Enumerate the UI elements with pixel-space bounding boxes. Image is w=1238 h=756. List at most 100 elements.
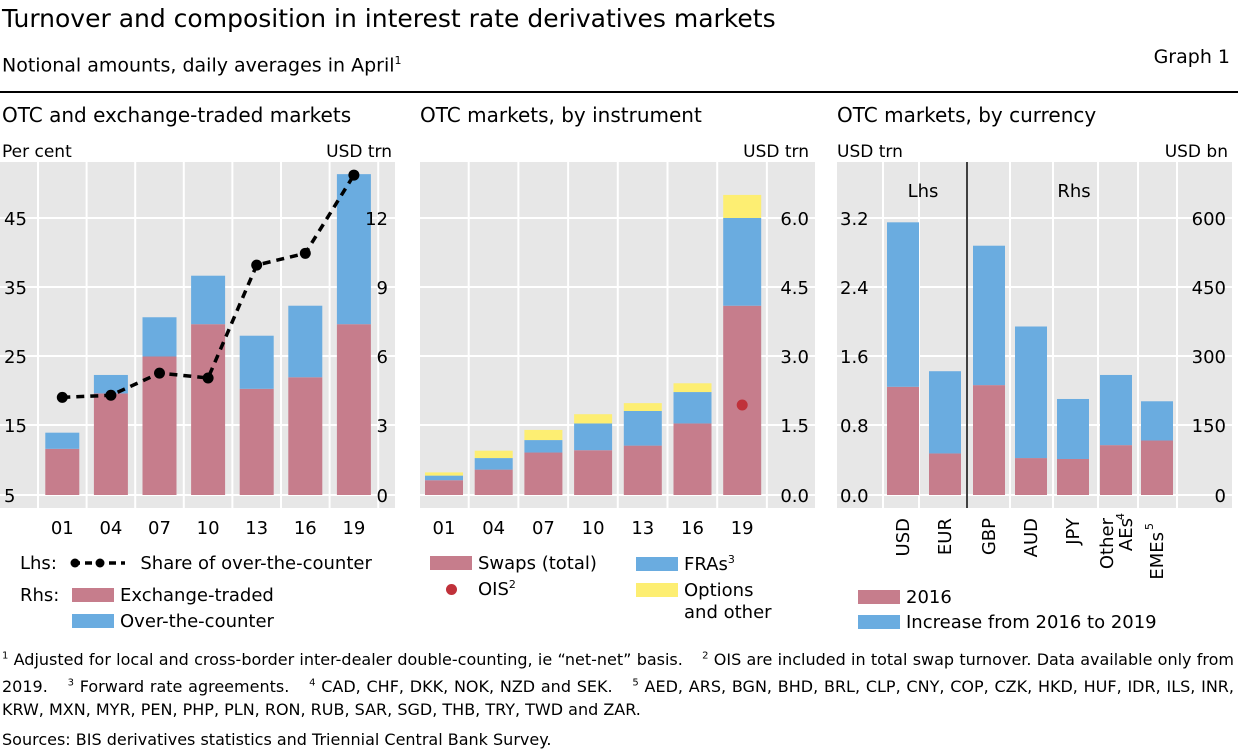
panel3-right-unit: USD bn (1165, 142, 1228, 162)
panel1-category-label: 04 (99, 518, 122, 539)
header-rule (0, 91, 1238, 93)
share-otc-point (105, 389, 117, 401)
panel2-category-label: 07 (532, 518, 555, 539)
panel1-left-unit: Per cent (2, 142, 72, 162)
panel1-left-tick: 35 (4, 278, 27, 299)
panel3-category-label: EMEs (1147, 532, 1168, 580)
bar-increase (1015, 326, 1047, 459)
panel1-category-label: 01 (51, 518, 74, 539)
exchange-traded-bar (336, 324, 371, 495)
panel3-category-label: EUR (935, 518, 956, 555)
panel3-left-unit: USD trn (837, 142, 903, 162)
panel1-title: OTC and exchange-traded markets (2, 103, 352, 127)
bar-2016 (1100, 445, 1132, 495)
over-the-counter-bar (45, 432, 80, 449)
panel3-left-tick: 1.6 (840, 347, 869, 368)
panel1-right-tick: 0 (377, 486, 388, 507)
bar-2016 (973, 385, 1005, 495)
legend-ois: OIS2 (430, 578, 516, 600)
fras-bar (673, 392, 712, 424)
panel3-category-note: 5 (1143, 523, 1156, 530)
panel3-right-tick: 150 (1192, 416, 1226, 437)
panel2-right-unit: USD trn (743, 142, 809, 162)
panel3-category-label: Other (1097, 517, 1118, 569)
blue-swatch (72, 614, 114, 628)
exchange-traded-bar (45, 448, 80, 495)
legend-2016: 2016 (858, 587, 952, 608)
bar-2016 (1015, 458, 1047, 495)
panel1-right-unit: USD trn (326, 142, 392, 162)
swaps-bar (524, 452, 563, 495)
share-otc-point (299, 247, 311, 259)
panel3-right-tick: 0 (1215, 486, 1226, 507)
fras-bar (524, 440, 563, 453)
panel3-category-label: AUD (1021, 518, 1042, 557)
bar-increase (973, 245, 1005, 386)
footnote-5: 5 AED, ARS, BGN, BHD, BRL, CLP, CNY, COP… (2, 676, 1235, 719)
panel1-category-label: 13 (245, 518, 268, 539)
footnote-3: 3 Forward rate agreements. (67, 676, 290, 696)
red-dot-icon (445, 584, 457, 595)
lhs-label: Lhs (908, 181, 939, 202)
graph-number: Graph 1 (1153, 46, 1230, 68)
ois-point (736, 399, 748, 411)
legend-over-the-counter: Over-the-counter (72, 611, 274, 632)
panel2-category-label: 19 (731, 518, 754, 539)
over-the-counter-bar (336, 174, 371, 325)
share-otc-point (251, 259, 263, 271)
fras-bar (723, 218, 762, 306)
bar-increase (1057, 398, 1089, 459)
footnote-2: 2 OIS are included in total swap turnove… (2, 650, 1235, 696)
pink-swatch (72, 588, 114, 602)
fras-bar (574, 423, 613, 451)
legend-increase: Increase from 2016 to 2019 (858, 612, 1157, 633)
options-bar (524, 429, 563, 441)
panel1-right-tick: 12 (365, 209, 388, 230)
bar-2016 (1141, 440, 1173, 495)
blue-swatch (858, 615, 900, 629)
exchange-traded-bar (239, 388, 274, 495)
panel3-right-tick: 300 (1192, 347, 1226, 368)
fras-bar (474, 458, 513, 470)
options-bar (673, 383, 712, 393)
panel1-left-tick: 5 (4, 486, 15, 507)
fras-bar (425, 475, 463, 481)
panel3-category-label: GBP (979, 518, 1000, 555)
panel1-right-tick: 6 (377, 347, 388, 368)
panel3-category-note: 4 (1114, 513, 1127, 520)
options-bar (474, 450, 513, 459)
panel2-title: OTC markets, by instrument (420, 103, 702, 127)
panel1-left-tick: 45 (4, 209, 27, 230)
swaps-bar (623, 445, 662, 495)
bar-increase (929, 371, 961, 454)
legend-swaps: Swaps (total) (430, 553, 597, 574)
panel3-left-tick: 0.8 (840, 416, 869, 437)
exchange-traded-bar (288, 377, 323, 495)
panel3-category-label: JPY (1063, 517, 1084, 546)
panel1-right-tick: 9 (377, 278, 388, 299)
over-the-counter-bar (93, 374, 128, 394)
over-the-counter-bar (142, 317, 177, 357)
panel2-right-tick: 3.0 (780, 347, 809, 368)
legend-exchange-traded: Rhs: Exchange-traded (20, 585, 274, 606)
panel2-right-tick: 1.5 (780, 416, 809, 437)
panel3-left-tick: 0.0 (840, 486, 869, 507)
options-bar (425, 472, 463, 476)
legend-options: Options (636, 580, 753, 601)
bar-2016 (1057, 458, 1089, 495)
pink-swatch (858, 590, 900, 604)
bar-increase (1100, 374, 1132, 446)
footnotes: 1 Adjusted for local and cross-border in… (2, 645, 1234, 721)
chart-title: Turnover and composition in interest rat… (2, 4, 776, 33)
panel2-right-tick: 0.0 (780, 486, 809, 507)
share-otc-point (56, 391, 68, 403)
legend-options-line2: and other (684, 602, 772, 623)
bar-increase (1141, 401, 1173, 441)
swaps-bar (574, 450, 613, 495)
legend-fras: FRAs3 (636, 553, 735, 575)
dashed-line-icon (70, 558, 125, 568)
legend-share-otc: Lhs: Share of over-the-counter (20, 553, 372, 574)
panel1-right-tick: 3 (377, 416, 388, 437)
bar-2016 (929, 453, 961, 495)
